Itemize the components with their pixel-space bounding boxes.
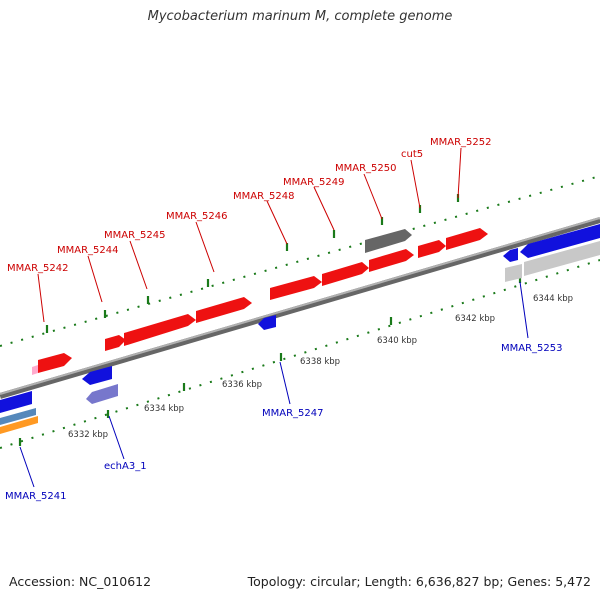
gene-arrow[interactable] [270,276,322,300]
scale-labels: 6332 kbp 6334 kbp 6336 kbp 6338 kbp 6340… [68,294,573,440]
gene-arrow[interactable] [105,335,126,351]
gene-arrow[interactable] [322,262,369,286]
gene-arrow[interactable] [82,366,112,385]
gene-label-echa3-1: echA3_1 [104,461,147,472]
genome-summary-text: Topology: circular; Length: 6,636,827 bp… [247,574,591,589]
gene-label-mmar-5252: MMAR_5252 [430,137,492,148]
scale-label: 6336 kbp [222,380,262,390]
gene-label-mmar-5245: MMAR_5245 [104,230,166,241]
gene-label-mmar-5248: MMAR_5248 [233,191,295,202]
gene-label-mmar-5246: MMAR_5246 [166,211,228,222]
forward-genes [32,228,488,375]
gene-label-mmar-5250: MMAR_5250 [335,163,397,174]
gene-arrow[interactable] [124,314,196,346]
gene-arrow[interactable] [418,240,446,258]
gene-arrow[interactable] [86,384,118,404]
gene-label-mmar-5253: MMAR_5253 [501,343,563,354]
page-title: Mycobacterium marinum M, complete genome [147,9,453,24]
scale-label: 6334 kbp [144,404,184,414]
gene-arrow[interactable] [524,241,600,276]
scale-label: 6332 kbp [68,430,108,440]
gene-arrow[interactable] [0,391,32,413]
scale-label: 6342 kbp [455,314,495,324]
reverse-gene-labels: MMAR_5241 echA3_1 MMAR_5247 MMAR_5253 [5,343,563,502]
genome-backbone [0,217,600,399]
gene-arrow[interactable] [38,353,72,373]
gene-arrow[interactable] [365,229,412,253]
scale-label: 6338 kbp [300,357,340,367]
gene-label-mmar-5247: MMAR_5247 [262,408,324,419]
gene-arrow[interactable] [369,249,414,272]
gene-arrow[interactable] [520,224,600,258]
gene-arrow[interactable] [258,315,276,330]
gene-label-mmar-5241: MMAR_5241 [5,491,67,502]
gene-arrow[interactable] [32,365,38,375]
gene-arrow[interactable] [0,408,36,425]
gene-arrow[interactable] [196,297,252,323]
accession-text: Accession: NC_010612 [9,574,152,589]
gene-arrow[interactable] [503,248,518,262]
forward-gene-labels: MMAR_5242 MMAR_5244 MMAR_5245 MMAR_5246 … [7,137,492,274]
gene-arrow[interactable] [505,264,522,282]
forward-leader-lines [37,147,462,323]
reverse-genes [0,224,600,434]
gene-label-cut5: cut5 [401,149,423,160]
gene-label-mmar-5249: MMAR_5249 [283,177,345,188]
gene-label-mmar-5244: MMAR_5244 [57,245,119,256]
reverse-leader-lines [19,281,529,488]
gene-arrow[interactable] [446,228,488,250]
gene-arrow[interactable] [0,416,38,434]
scale-label: 6344 kbp [533,294,573,304]
scale-label: 6340 kbp [377,336,417,346]
gene-label-mmar-5242: MMAR_5242 [7,263,69,274]
